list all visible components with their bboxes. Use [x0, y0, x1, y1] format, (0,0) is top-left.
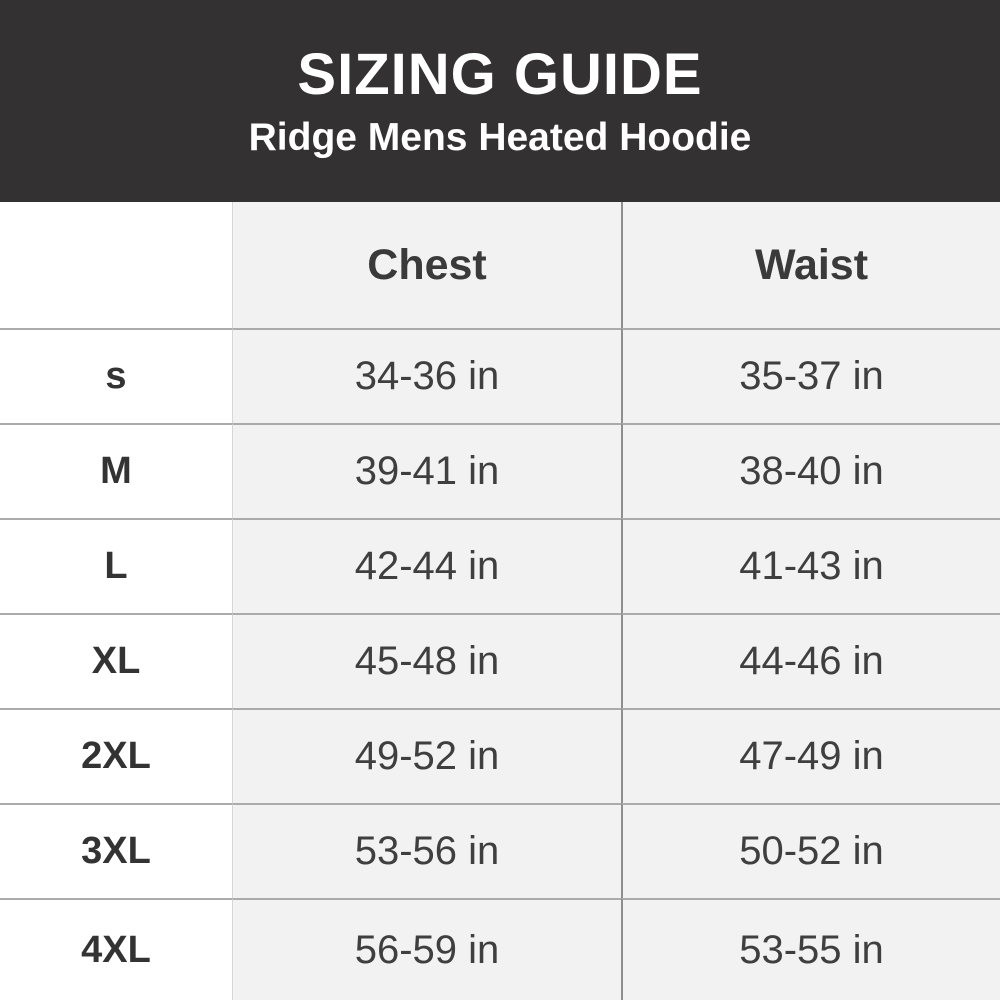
chest-value-xl: 45-48 in [232, 613, 621, 708]
size-label-2xl: 2XL [0, 708, 232, 803]
size-label-3xl: 3XL [0, 803, 232, 898]
column-header-waist: Waist [621, 202, 1000, 328]
size-label-m: M [0, 423, 232, 518]
chest-value-4xl: 56-59 in [232, 898, 621, 1000]
chest-value-s: 34-36 in [232, 328, 621, 423]
chest-value-m: 39-41 in [232, 423, 621, 518]
header-banner: SIZING GUIDE Ridge Mens Heated Hoodie [0, 0, 1000, 202]
size-label-4xl: 4XL [0, 898, 232, 1000]
waist-value-4xl: 53-55 in [621, 898, 1000, 1000]
size-label-xl: XL [0, 613, 232, 708]
chest-value-l: 42-44 in [232, 518, 621, 613]
size-label-s: s [0, 328, 232, 423]
page-title: SIZING GUIDE [297, 42, 703, 108]
waist-value-l: 41-43 in [621, 518, 1000, 613]
waist-value-2xl: 47-49 in [621, 708, 1000, 803]
chest-value-3xl: 53-56 in [232, 803, 621, 898]
page-subtitle: Ridge Mens Heated Hoodie [248, 115, 752, 159]
table-corner-cell [0, 202, 232, 328]
waist-value-xl: 44-46 in [621, 613, 1000, 708]
chest-value-2xl: 49-52 in [232, 708, 621, 803]
waist-value-3xl: 50-52 in [621, 803, 1000, 898]
size-label-l: L [0, 518, 232, 613]
waist-value-m: 38-40 in [621, 423, 1000, 518]
column-header-chest: Chest [232, 202, 621, 328]
waist-value-s: 35-37 in [621, 328, 1000, 423]
size-table: Chest Waist s 34-36 in 35-37 in M 39-41 … [0, 202, 1000, 1000]
